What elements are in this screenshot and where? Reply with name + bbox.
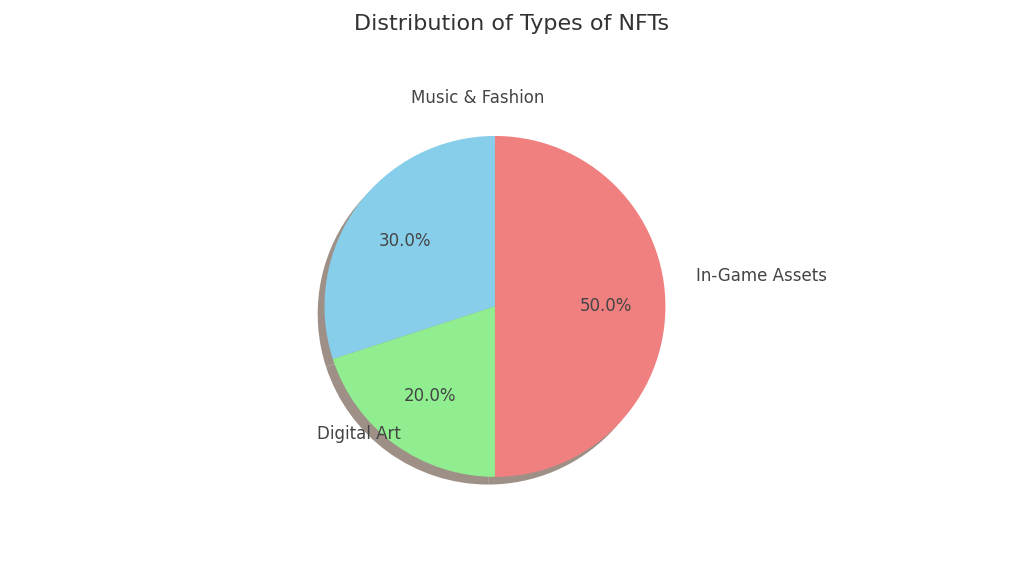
Text: In-Game Assets: In-Game Assets (696, 267, 827, 285)
Wedge shape (317, 143, 488, 367)
Text: 50.0%: 50.0% (580, 297, 632, 316)
Wedge shape (495, 136, 666, 477)
Wedge shape (326, 314, 488, 484)
Wedge shape (325, 136, 495, 359)
Title: Distribution of Types of NFTs: Distribution of Types of NFTs (354, 14, 670, 34)
Wedge shape (488, 143, 658, 484)
Text: 20.0%: 20.0% (403, 387, 456, 405)
Text: Music & Fashion: Music & Fashion (412, 89, 545, 108)
Text: Digital Art: Digital Art (317, 425, 401, 444)
Text: 30.0%: 30.0% (379, 232, 431, 251)
Wedge shape (333, 306, 495, 477)
